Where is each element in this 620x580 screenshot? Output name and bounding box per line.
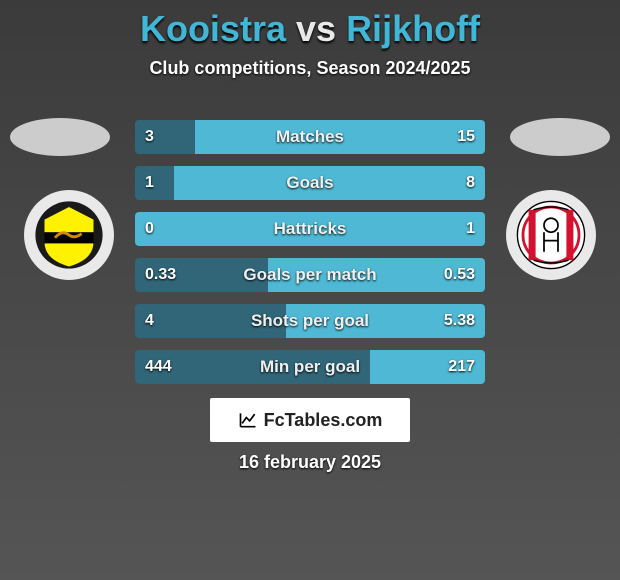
vs-text: vs	[296, 8, 336, 49]
stat-value-right: 0.53	[444, 258, 475, 292]
stat-label: Matches	[135, 120, 485, 154]
stat-row: Hattricks0 1	[135, 212, 485, 246]
page-title: Kooistra vs Rijkhoff	[0, 0, 620, 50]
stat-label: Shots per goal	[135, 304, 485, 338]
date-label: 16 february 2025	[0, 452, 620, 473]
stat-value-right: 15	[457, 120, 475, 154]
stat-value-left: 0	[145, 212, 154, 246]
player-left-silhouette	[10, 118, 110, 156]
stat-value-right: 8	[466, 166, 475, 200]
player-right-name: Rijkhoff	[346, 8, 480, 49]
stat-value-left: 0.33	[145, 258, 176, 292]
stat-value-left: 4	[145, 304, 154, 338]
cambuur-crest-icon	[34, 200, 104, 270]
stat-value-right: 217	[448, 350, 475, 384]
stats-bars: Matches315Goals18Hattricks01Goals per ma…	[135, 120, 485, 396]
player-left-name: Kooistra	[140, 8, 286, 49]
player-right-silhouette	[510, 118, 610, 156]
subtitle: Club competitions, Season 2024/2025	[0, 58, 620, 79]
fctables-label: FcTables.com	[264, 410, 383, 431]
comparison-card: Kooistra vs Rijkhoff Club competitions, …	[0, 0, 620, 580]
stat-value-left: 444	[145, 350, 172, 384]
chart-icon	[238, 410, 258, 430]
ajax-crest-icon	[516, 200, 586, 270]
stat-row: Min per goal444 217	[135, 350, 485, 384]
stat-row: Goals per match0.33 0.53	[135, 258, 485, 292]
team-right-badge	[506, 190, 596, 280]
stat-row: Shots per goal4 5.38	[135, 304, 485, 338]
stat-value-right: 5.38	[444, 304, 475, 338]
team-left-badge	[24, 190, 114, 280]
stat-value-left: 1	[145, 166, 154, 200]
stat-value-left: 3	[145, 120, 154, 154]
stat-value-right: 1	[466, 212, 475, 246]
stat-row: Goals1 8	[135, 166, 485, 200]
stat-row: Matches3 15	[135, 120, 485, 154]
stat-label: Goals	[135, 166, 485, 200]
fctables-watermark: FcTables.com	[210, 398, 410, 442]
stat-label: Hattricks	[135, 212, 485, 246]
stat-label: Goals per match	[135, 258, 485, 292]
stat-label: Min per goal	[135, 350, 485, 384]
